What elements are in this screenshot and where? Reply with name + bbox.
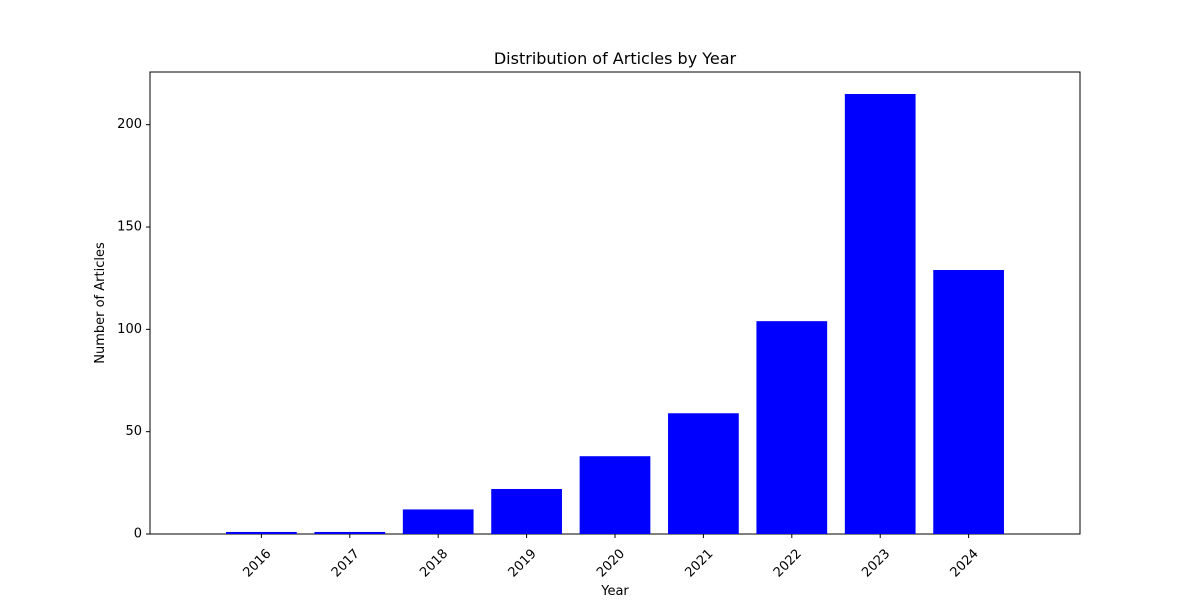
bar-2020	[579, 456, 651, 534]
bar-2016	[226, 531, 297, 534]
bar-2018	[402, 509, 474, 534]
bars-layer	[226, 94, 1004, 534]
bar-2023	[844, 94, 916, 534]
bar-2017	[314, 531, 386, 534]
y-tick-label: 100	[117, 322, 142, 337]
y-tick-label: 150	[117, 220, 142, 235]
bar-2019	[491, 488, 562, 534]
chart-title: Distribution of Articles by Year	[494, 49, 737, 68]
bar-2024	[933, 270, 1004, 534]
y-tick-label: 200	[117, 117, 142, 132]
bar-2021	[668, 413, 739, 534]
bar-2022	[756, 321, 828, 534]
y-tick-label: 0	[134, 527, 142, 542]
y-tick-label: 50	[125, 424, 142, 439]
y-axis-label: Number of Articles	[93, 242, 108, 364]
y-axis-ticks: 0 50 100 150 200	[117, 117, 150, 542]
x-axis-label: Year	[600, 584, 629, 599]
